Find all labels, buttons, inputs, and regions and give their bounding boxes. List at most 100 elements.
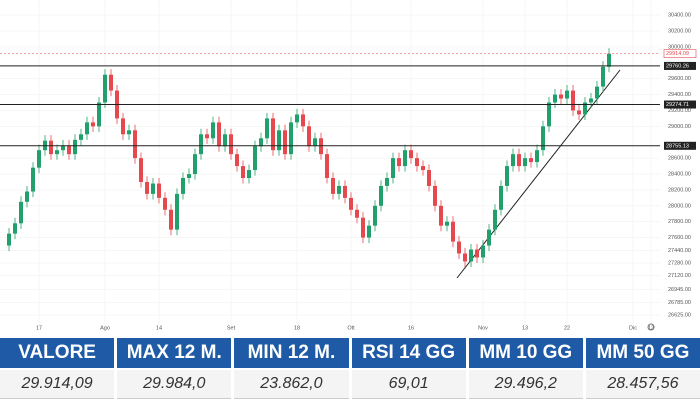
y-tick-label: 28600.00 bbox=[668, 156, 691, 162]
candle-body bbox=[331, 177, 335, 194]
candle-body bbox=[553, 94, 557, 103]
x-tick-label: Set bbox=[227, 325, 236, 331]
candle-body bbox=[127, 130, 131, 135]
candle-body bbox=[211, 122, 215, 139]
candle-body bbox=[535, 150, 539, 163]
y-tick-label: 30000.00 bbox=[668, 44, 691, 50]
candle-body bbox=[391, 158, 395, 178]
candle-body bbox=[397, 158, 401, 167]
candle-body bbox=[145, 181, 149, 194]
candle-body bbox=[163, 197, 167, 210]
candle-body bbox=[571, 90, 575, 111]
level-label: 28755.13 bbox=[666, 143, 689, 149]
candle-body bbox=[475, 249, 479, 258]
y-tick-label: 28000.00 bbox=[668, 203, 691, 209]
candle-body bbox=[73, 139, 77, 155]
candle-body bbox=[487, 229, 491, 246]
candle-body bbox=[61, 145, 65, 151]
x-tick-label: Ott bbox=[347, 325, 355, 331]
y-tick-label: 27120.00 bbox=[668, 273, 691, 279]
candle-body bbox=[523, 158, 527, 167]
candle-body bbox=[259, 138, 263, 147]
candle-body bbox=[313, 138, 317, 147]
candle-body bbox=[271, 118, 275, 151]
candle-body bbox=[469, 249, 473, 262]
candle-body bbox=[169, 209, 173, 230]
candle-body bbox=[157, 183, 161, 198]
candle-body bbox=[109, 74, 113, 91]
x-tick-label: Nov bbox=[478, 325, 488, 331]
x-tick-label: 22 bbox=[564, 325, 570, 331]
candle-body bbox=[175, 193, 179, 230]
candle-body bbox=[373, 205, 377, 226]
candle-body bbox=[499, 185, 503, 210]
candle-body bbox=[37, 150, 41, 168]
y-tick-label: 26625.00 bbox=[668, 313, 691, 319]
y-tick-label: 26945.00 bbox=[668, 287, 691, 293]
candle-body bbox=[505, 166, 509, 186]
candle-body bbox=[547, 102, 551, 127]
candle-body bbox=[343, 185, 347, 198]
candle-body bbox=[223, 134, 227, 147]
candle-body bbox=[463, 253, 467, 262]
table-cell: 29.984,0 bbox=[117, 370, 232, 399]
table-header: VALORE MAX 12 M. MIN 12 M. RSI 14 GG MM 10 G… bbox=[0, 338, 700, 368]
candle-body bbox=[121, 118, 125, 135]
candle-body bbox=[559, 94, 563, 99]
candle-body bbox=[601, 66, 605, 87]
y-tick-label: 30200.00 bbox=[668, 28, 691, 34]
y-tick-label: 27800.00 bbox=[668, 219, 691, 225]
level-label-box bbox=[664, 100, 696, 109]
candle-body bbox=[409, 150, 413, 159]
candle-body bbox=[541, 126, 545, 151]
candle-body bbox=[235, 154, 239, 167]
candle-body bbox=[301, 114, 305, 127]
candle-body bbox=[451, 221, 455, 242]
y-tick-label: 27440.00 bbox=[668, 248, 691, 254]
candle-body bbox=[13, 223, 17, 234]
x-tick-label: Dic bbox=[629, 325, 637, 331]
candle-body bbox=[151, 183, 155, 194]
candle-body bbox=[379, 185, 383, 206]
candle-body bbox=[481, 245, 485, 258]
candle-body bbox=[25, 191, 29, 202]
candle-body bbox=[247, 170, 251, 178]
y-tick-label: 27280.00 bbox=[668, 260, 691, 266]
candle-body bbox=[19, 201, 23, 224]
candle-body bbox=[55, 150, 59, 155]
table-cell: 23.862,0 bbox=[234, 370, 349, 399]
candle-body bbox=[85, 122, 89, 135]
candle-body bbox=[139, 158, 143, 182]
y-tick-label: 29600.00 bbox=[668, 76, 691, 82]
level-label-box bbox=[664, 61, 696, 70]
table-cell: MM 10 GG bbox=[468, 338, 583, 368]
candle-body bbox=[415, 158, 419, 167]
candle-body bbox=[229, 134, 233, 155]
y-tick-label: 29400.00 bbox=[668, 92, 691, 98]
candle-body bbox=[367, 225, 371, 238]
candle-body bbox=[607, 53, 611, 67]
candle-body bbox=[439, 205, 443, 226]
candle-body bbox=[133, 130, 137, 159]
y-tick-label: 26785.00 bbox=[668, 300, 691, 306]
candle-body bbox=[307, 126, 311, 147]
candle-body bbox=[283, 130, 287, 155]
x-tick-label: Ago bbox=[100, 325, 110, 331]
table-cell: 29.914,09 bbox=[0, 370, 115, 399]
candle-body bbox=[493, 209, 497, 230]
x-tick-label: 14 bbox=[156, 325, 162, 331]
candle-body bbox=[277, 130, 281, 151]
y-tick-label: 28400.00 bbox=[668, 171, 691, 177]
table-cell: MAX 12 M. bbox=[117, 338, 232, 368]
candle-body bbox=[511, 154, 515, 167]
candle-body bbox=[355, 209, 359, 218]
table-row: 29.914,09 29.984,0 23.862,0 69,01 29.496,2 28… bbox=[0, 370, 700, 399]
table-cell: MM 50 GG bbox=[585, 338, 700, 368]
settings-icon[interactable] bbox=[647, 323, 655, 331]
candle-body bbox=[337, 185, 341, 194]
level-label-box bbox=[664, 141, 696, 150]
candle-body bbox=[529, 158, 533, 163]
candle-body bbox=[385, 177, 389, 186]
y-tick-label: 29200.00 bbox=[668, 108, 691, 114]
